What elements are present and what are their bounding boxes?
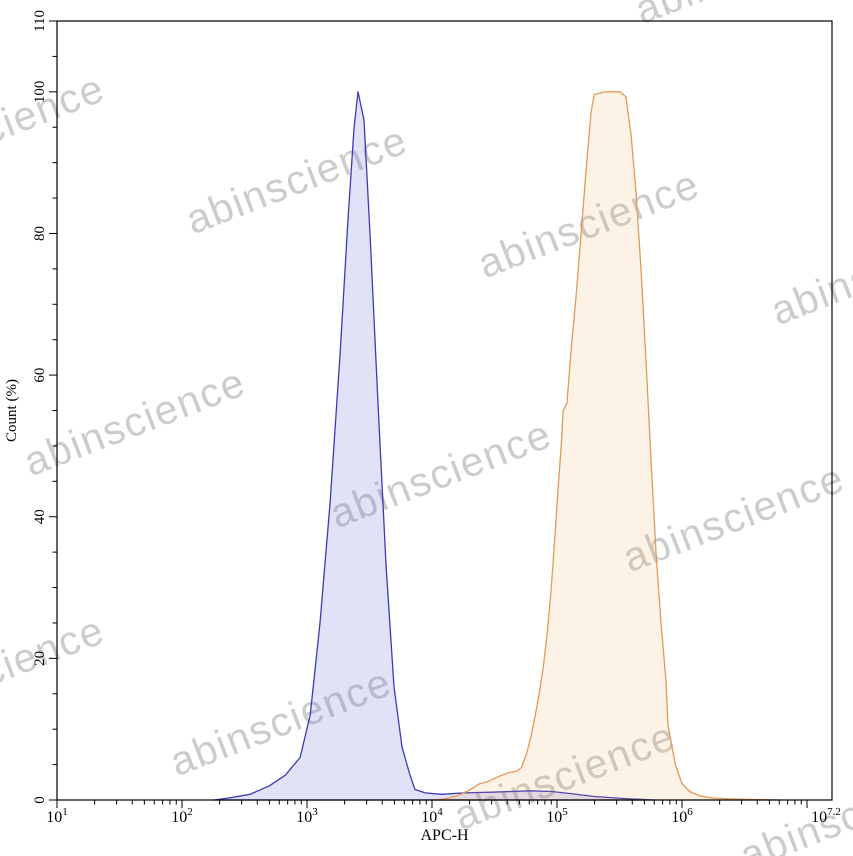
x-axis-title: APC-H xyxy=(420,827,468,844)
y-tick-label: 110 xyxy=(32,10,48,32)
x-tick-label: 103 xyxy=(296,806,318,826)
axis-ticks xyxy=(49,20,808,808)
y-tick-label: 0 xyxy=(32,796,48,804)
orange-stained-sample-peak xyxy=(431,91,780,801)
x-tick-label: 107.2 xyxy=(811,806,841,826)
x-tick-label: 104 xyxy=(421,806,443,826)
blue-negative-control-peak xyxy=(213,91,655,801)
y-tick-label: 40 xyxy=(32,509,48,524)
x-tick-label: 101 xyxy=(46,806,68,826)
y-tick-label: 60 xyxy=(32,368,48,383)
y-axis-title: Count (%) xyxy=(4,379,20,442)
plot-border xyxy=(56,20,833,801)
x-tick-label: 102 xyxy=(171,806,193,826)
y-tick-label: 100 xyxy=(32,81,48,104)
y-tick-label: 80 xyxy=(32,226,48,241)
x-tick-label: 105 xyxy=(546,806,568,826)
x-tick-label: 106 xyxy=(671,806,693,826)
y-tick-label: 20 xyxy=(32,651,48,666)
